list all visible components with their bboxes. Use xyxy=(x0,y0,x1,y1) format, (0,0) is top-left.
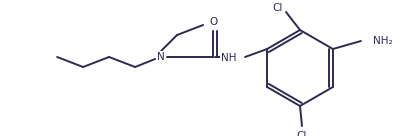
Text: N: N xyxy=(157,52,164,62)
Text: Cl: Cl xyxy=(272,3,283,13)
Text: Cl: Cl xyxy=(296,131,307,136)
Text: O: O xyxy=(209,17,217,27)
Text: NH: NH xyxy=(220,53,236,63)
Text: NH₂: NH₂ xyxy=(372,36,392,46)
